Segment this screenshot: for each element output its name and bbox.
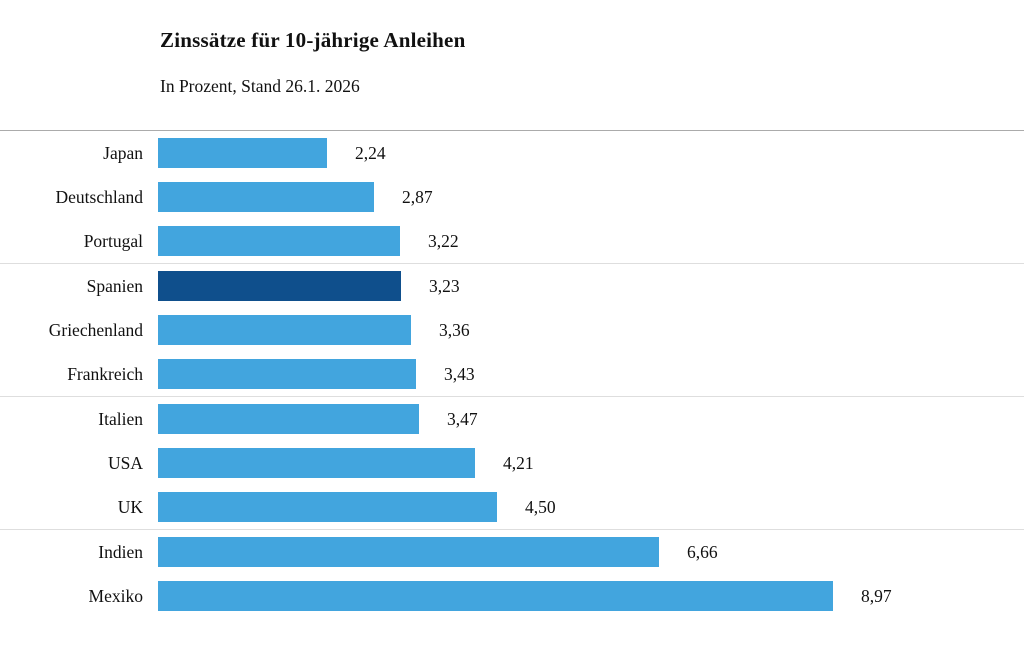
bar xyxy=(158,404,419,434)
bar-area: 6,66 xyxy=(158,530,1024,574)
category-label: Italien xyxy=(98,408,143,429)
chart-subtitle: In Prozent, Stand 26.1. 2026 xyxy=(160,76,360,96)
bar-area: 2,24 xyxy=(158,131,1024,175)
chart-row: Griechenland 3,36 xyxy=(0,308,1024,352)
chart-row: Spanien 3,23 xyxy=(0,263,1024,308)
chart-row: Japan 2,24 xyxy=(0,131,1024,175)
bar-area: 3,43 xyxy=(158,352,1024,396)
bar-area: 3,36 xyxy=(158,308,1024,352)
bar-area: 3,23 xyxy=(158,264,1024,308)
bar xyxy=(158,226,400,256)
bar-area: 8,97 xyxy=(158,574,1024,618)
chart-row: UK 4,50 xyxy=(0,485,1024,529)
value-label: 3,36 xyxy=(439,319,470,340)
bar-area: 3,22 xyxy=(158,219,1024,263)
bar xyxy=(158,492,497,522)
value-label: 4,50 xyxy=(525,496,556,517)
bar xyxy=(158,315,411,345)
chart-row: Portugal 3,22 xyxy=(0,219,1024,263)
category-label: Deutschland xyxy=(55,186,143,207)
value-label: 3,47 xyxy=(447,408,478,429)
bar-area: 4,50 xyxy=(158,485,1024,529)
chart-row: Italien 3,47 xyxy=(0,396,1024,441)
bar xyxy=(158,182,374,212)
category-label: Frankreich xyxy=(67,363,143,384)
chart-header: Zinssätze für 10-jährige Anleihen In Pro… xyxy=(0,0,1024,130)
chart-title: Zinssätze für 10-jährige Anleihen xyxy=(160,28,466,52)
chart-row: USA 4,21 xyxy=(0,441,1024,485)
chart-row: Mexiko 8,97 xyxy=(0,574,1024,618)
value-label: 4,21 xyxy=(503,452,534,473)
value-label: 6,66 xyxy=(687,541,718,562)
value-label: 3,23 xyxy=(429,275,460,296)
category-label: Spanien xyxy=(86,275,143,296)
value-label: 2,24 xyxy=(355,142,386,163)
chart-row: Deutschland 2,87 xyxy=(0,175,1024,219)
bar-area: 2,87 xyxy=(158,175,1024,219)
value-label: 2,87 xyxy=(402,186,433,207)
category-label: UK xyxy=(117,496,143,517)
bar xyxy=(158,359,416,389)
category-label: USA xyxy=(107,452,143,473)
value-label: 3,43 xyxy=(444,363,475,384)
bar xyxy=(158,138,327,168)
category-label: Japan xyxy=(103,142,143,163)
bar-area: 3,47 xyxy=(158,397,1024,441)
chart-row: Indien 6,66 xyxy=(0,529,1024,574)
value-label: 3,22 xyxy=(428,230,459,251)
category-label: Mexiko xyxy=(88,585,143,606)
category-label: Indien xyxy=(98,541,143,562)
bar xyxy=(158,537,659,567)
bar xyxy=(158,581,833,611)
value-label: 8,97 xyxy=(861,585,892,606)
bar xyxy=(158,448,475,478)
chart-row: Frankreich 3,43 xyxy=(0,352,1024,396)
bar-area: 4,21 xyxy=(158,441,1024,485)
bar-chart: Japan 2,24 Deutschland 2,87 Portugal 3,2… xyxy=(0,130,1024,618)
category-label: Griechenland xyxy=(48,319,143,340)
bar-highlighted xyxy=(158,271,401,301)
category-label: Portugal xyxy=(83,230,143,251)
